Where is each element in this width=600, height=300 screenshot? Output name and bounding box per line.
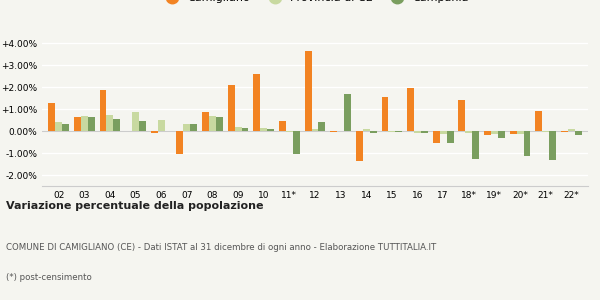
Bar <box>484 131 491 136</box>
Bar <box>549 131 556 160</box>
Bar <box>370 131 377 133</box>
Bar <box>106 115 113 131</box>
Bar <box>330 131 337 132</box>
Bar <box>202 112 209 131</box>
Bar <box>542 131 549 132</box>
Bar <box>293 131 300 154</box>
Bar <box>55 122 62 131</box>
Bar <box>568 129 575 131</box>
Bar <box>344 94 351 131</box>
Bar <box>74 117 81 131</box>
Bar <box>184 124 190 131</box>
Bar <box>305 51 311 131</box>
Bar <box>363 129 370 131</box>
Bar <box>139 121 146 131</box>
Bar <box>48 103 55 131</box>
Legend: Camigliano, Provincia di CE, Campania: Camigliano, Provincia di CE, Campania <box>156 0 474 8</box>
Bar <box>382 97 388 131</box>
Bar <box>209 116 216 131</box>
Bar <box>509 131 517 134</box>
Text: Variazione percentuale della popolazione: Variazione percentuale della popolazione <box>6 201 263 211</box>
Bar <box>395 131 402 132</box>
Bar <box>524 131 530 156</box>
Bar <box>491 131 498 134</box>
Bar <box>88 117 95 131</box>
Bar <box>190 124 197 131</box>
Bar <box>113 119 121 131</box>
Bar <box>286 131 293 132</box>
Bar <box>421 131 428 133</box>
Bar <box>242 128 248 131</box>
Bar <box>100 90 106 131</box>
Bar <box>535 111 542 131</box>
Bar <box>235 127 242 131</box>
Bar <box>407 88 414 131</box>
Bar <box>158 120 164 131</box>
Bar <box>561 131 568 132</box>
Bar <box>279 121 286 131</box>
Bar <box>176 131 184 154</box>
Bar <box>356 131 363 161</box>
Bar <box>388 131 395 132</box>
Bar <box>132 112 139 131</box>
Bar <box>151 131 158 133</box>
Bar <box>228 85 235 131</box>
Bar <box>466 131 472 133</box>
Bar <box>311 129 319 131</box>
Bar <box>440 131 446 134</box>
Bar <box>446 131 454 143</box>
Bar <box>498 131 505 138</box>
Bar <box>62 124 69 131</box>
Bar <box>575 131 582 136</box>
Bar <box>458 100 466 131</box>
Bar <box>216 117 223 131</box>
Bar <box>472 131 479 158</box>
Bar <box>81 116 88 131</box>
Text: COMUNE DI CAMIGLIANO (CE) - Dati ISTAT al 31 dicembre di ogni anno - Elaborazion: COMUNE DI CAMIGLIANO (CE) - Dati ISTAT a… <box>6 243 436 252</box>
Bar <box>517 131 524 134</box>
Bar <box>267 129 274 131</box>
Bar <box>260 128 267 131</box>
Bar <box>433 131 440 143</box>
Bar <box>253 74 260 131</box>
Text: (*) post-censimento: (*) post-censimento <box>6 273 92 282</box>
Bar <box>319 122 325 131</box>
Bar <box>414 131 421 133</box>
